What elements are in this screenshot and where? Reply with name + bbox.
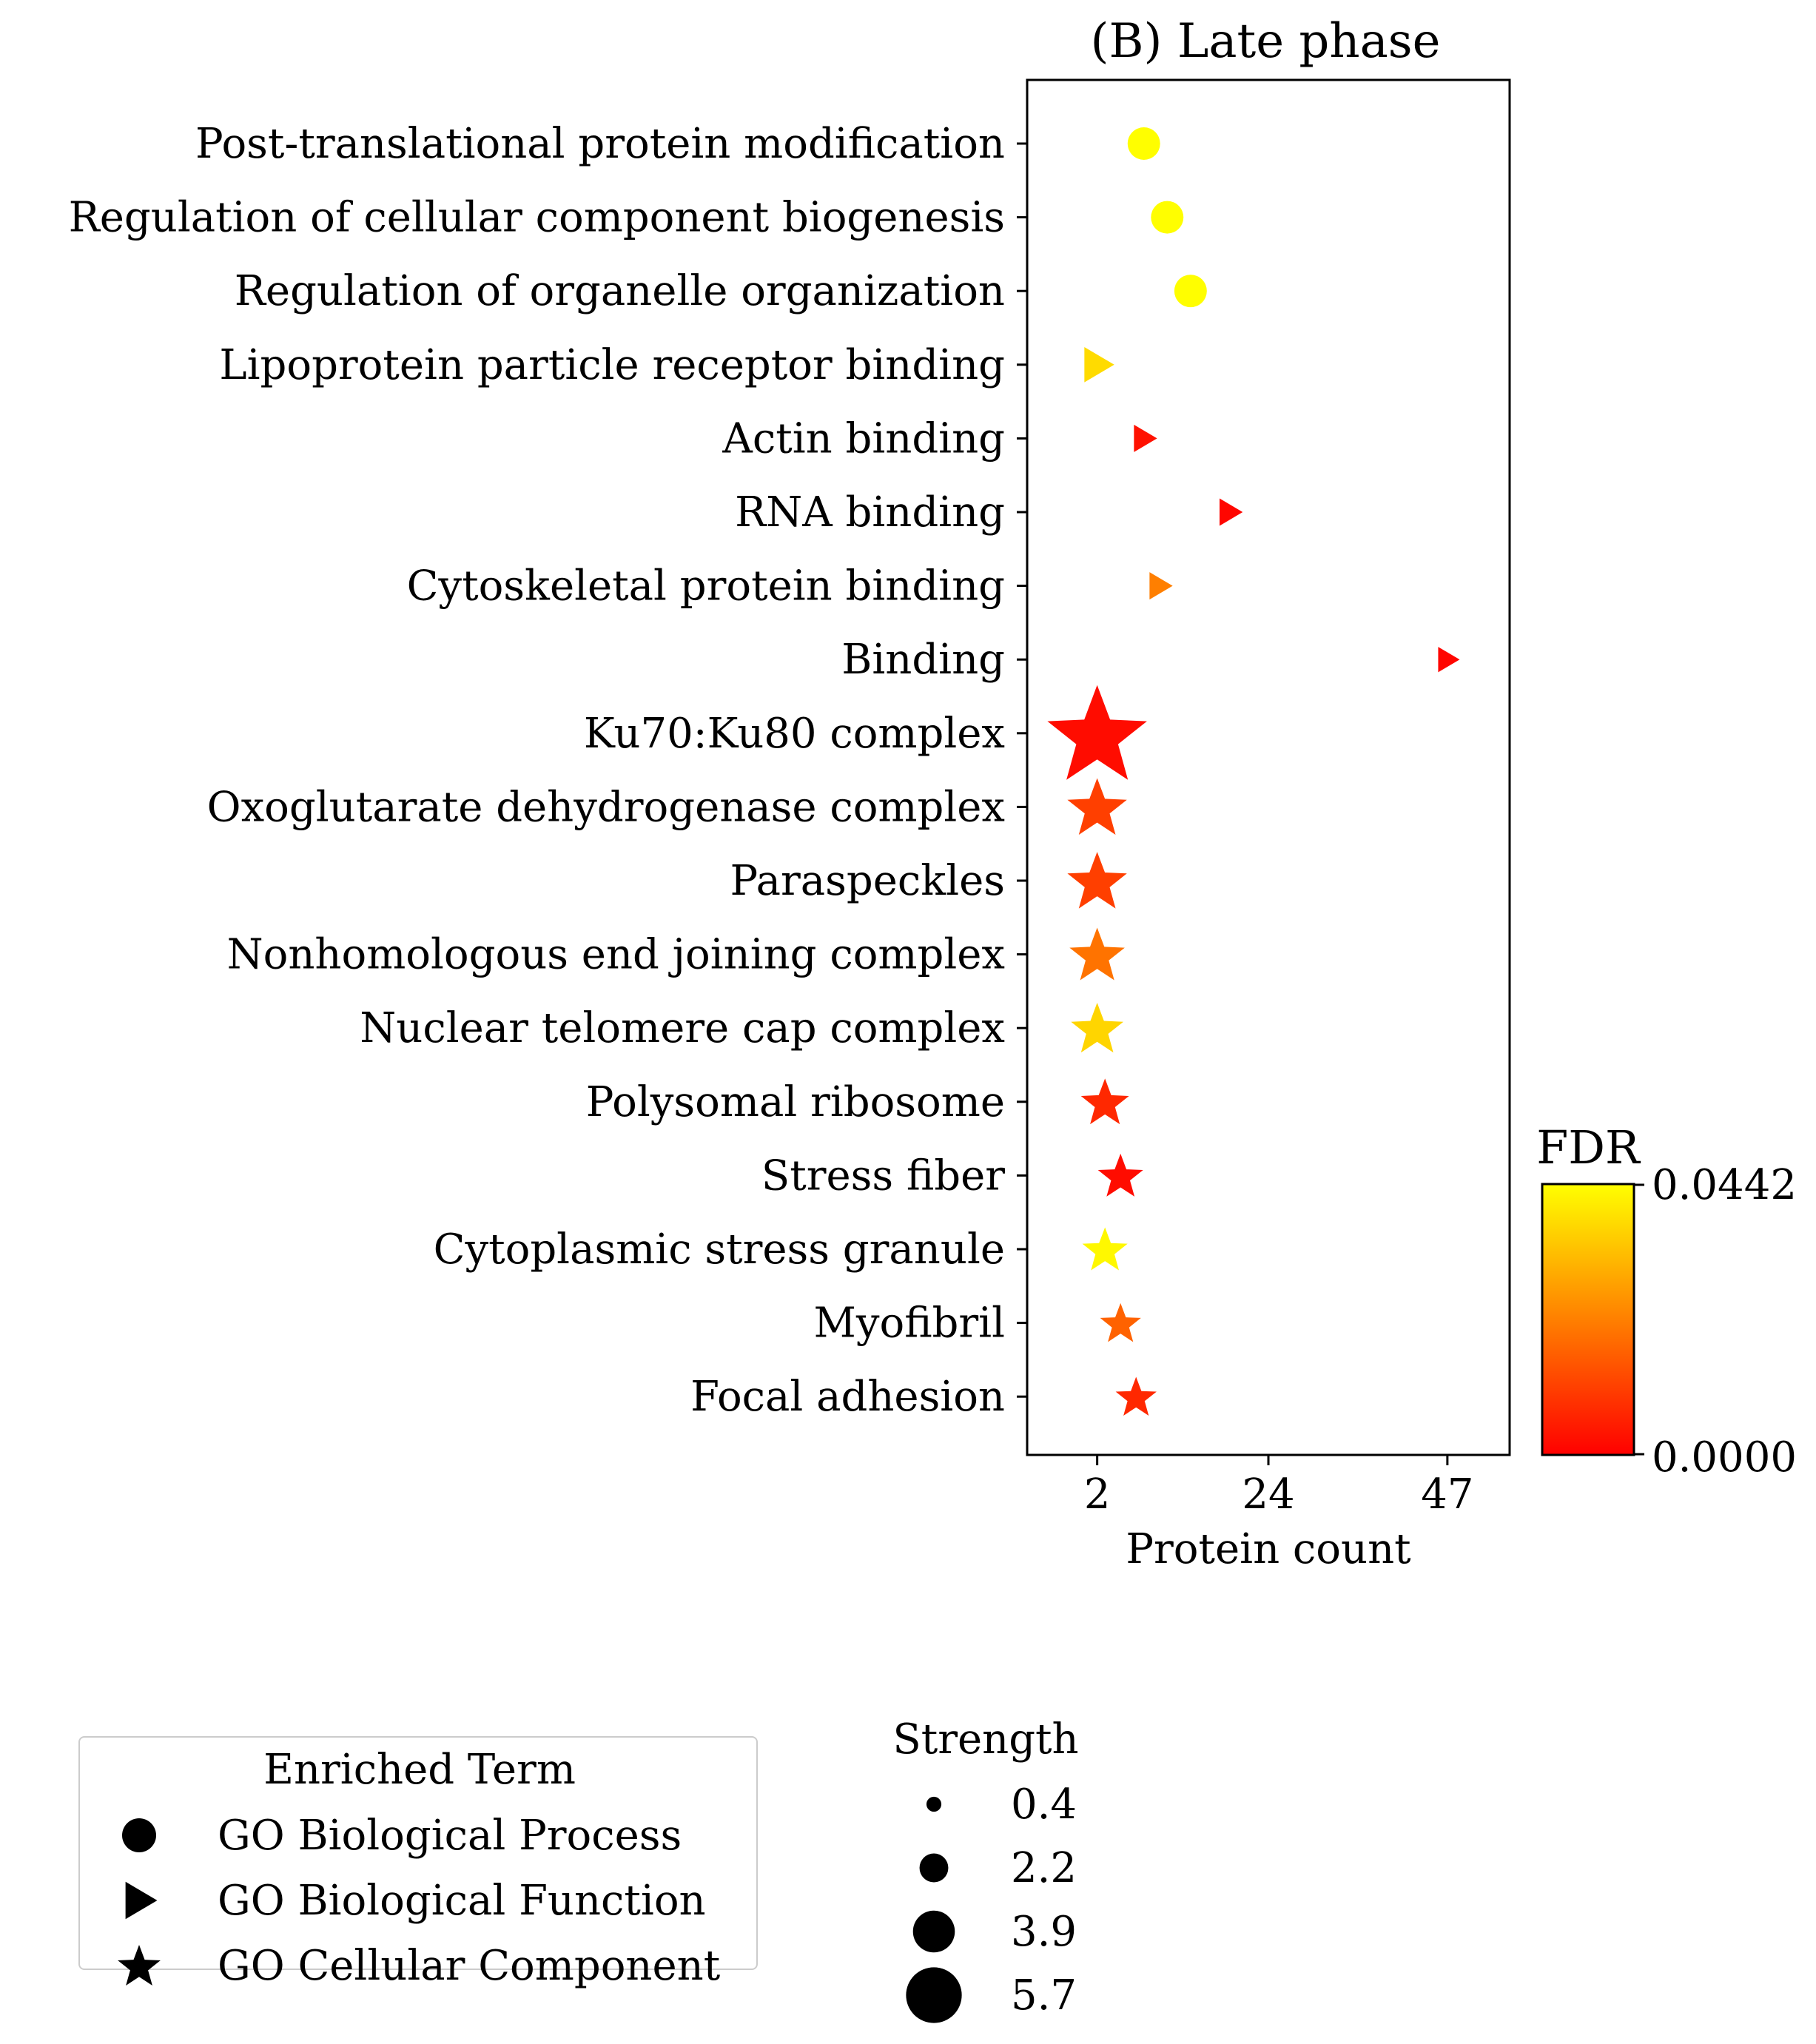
size-legend-title: Strength bbox=[892, 1715, 1078, 1764]
triangle-marker-icon bbox=[125, 1881, 158, 1920]
legend-frame bbox=[78, 1736, 758, 1970]
colorbar-max-label: 0.0442 bbox=[1652, 1161, 1797, 1209]
y-tick-label: Nuclear telomere cap complex bbox=[360, 1004, 1005, 1052]
colorbar-gradient bbox=[1541, 1183, 1635, 1456]
y-tick-label: Ku70:Ku80 complex bbox=[584, 710, 1005, 758]
y-tick-label: Polysomal ribosome bbox=[586, 1078, 1005, 1126]
y-tick-label: Myofibril bbox=[814, 1300, 1005, 1348]
data-marks bbox=[1047, 127, 1460, 1416]
y-tick-label: Cytoplasmic stress granule bbox=[434, 1226, 1005, 1274]
star-marker-icon bbox=[118, 1945, 161, 1986]
marker-bf-6 bbox=[1149, 572, 1173, 600]
legend-label-bp: GO Biological Process bbox=[218, 1812, 682, 1860]
size-legend-label: 5.7 bbox=[1011, 1971, 1077, 2020]
y-tick-label: Nonhomologous end joining complex bbox=[227, 931, 1005, 979]
y-tick-label: Cytoskeletal protein binding bbox=[407, 562, 1005, 611]
marker-cc-15 bbox=[1082, 1227, 1128, 1271]
legend-title: Enriched Term bbox=[263, 1746, 576, 1794]
x-tick-label: 2 bbox=[1084, 1470, 1111, 1519]
x-axis-label: Protein count bbox=[1126, 1525, 1411, 1573]
size-legend: Strength 0.4 2.2 3.9 5.7 bbox=[892, 1715, 1079, 2023]
marker-cc-17 bbox=[1115, 1376, 1157, 1416]
y-tick-label: Stress fiber bbox=[761, 1152, 1005, 1200]
size-legend-circle-icon bbox=[912, 1910, 955, 1953]
marker-cc-13 bbox=[1080, 1078, 1129, 1125]
colorbar-title: FDR bbox=[1536, 1120, 1641, 1174]
size-legend-circle-icon bbox=[906, 1967, 962, 2023]
y-tick-label: Paraspeckles bbox=[730, 857, 1005, 905]
legend-label-bf: GO Biological Function bbox=[218, 1877, 706, 1925]
size-legend-circle-icon bbox=[919, 1853, 949, 1883]
size-legend-circle-icon bbox=[926, 1796, 942, 1812]
marker-cc-10 bbox=[1067, 852, 1127, 909]
size-legend-label: 0.4 bbox=[1011, 1781, 1077, 1829]
colorbar-min-label: 0.0000 bbox=[1652, 1433, 1797, 1482]
marker-bp-1 bbox=[1151, 201, 1184, 234]
marker-bf-5 bbox=[1220, 498, 1243, 526]
marker-cc-14 bbox=[1097, 1153, 1143, 1197]
marker-bp-2 bbox=[1174, 275, 1207, 308]
x-axis: 2 24 47 bbox=[1084, 1455, 1474, 1519]
y-tick-label: Regulation of organelle organization bbox=[235, 267, 1005, 315]
marker-bf-3 bbox=[1084, 346, 1114, 383]
y-tick-label: RNA binding bbox=[735, 488, 1005, 537]
y-tick-label: Focal adhesion bbox=[690, 1373, 1005, 1421]
y-tick-label: Lipoprotein particle receptor binding bbox=[219, 341, 1005, 389]
y-tick-label: Actin binding bbox=[722, 414, 1005, 463]
marker-bf-4 bbox=[1134, 424, 1157, 452]
circle-marker-icon bbox=[122, 1818, 156, 1852]
marker-bp-0 bbox=[1127, 127, 1160, 160]
y-axis: Post-translational protein modification R… bbox=[69, 120, 1027, 1421]
chart-title: (B) Late phase bbox=[1091, 14, 1441, 69]
colorbar: FDR 0.0442 0.0000 bbox=[1536, 1120, 1797, 1482]
y-tick-label: Binding bbox=[841, 636, 1005, 684]
size-legend-label: 2.2 bbox=[1011, 1844, 1077, 1892]
x-tick-label: 24 bbox=[1242, 1470, 1294, 1519]
y-tick-label: Regulation of cellular component biogene… bbox=[69, 194, 1005, 242]
marker-cc-12 bbox=[1071, 1003, 1123, 1053]
size-legend-label: 3.9 bbox=[1011, 1908, 1077, 1956]
legend-label-cc: GO Cellular Component bbox=[218, 1942, 721, 1990]
marker-cc-9 bbox=[1067, 778, 1127, 835]
marker-cc-16 bbox=[1100, 1302, 1141, 1342]
y-tick-label: Oxoglutarate dehydrogenase complex bbox=[207, 783, 1005, 831]
marker-cc-11 bbox=[1069, 927, 1125, 981]
y-tick-label: Post-translational protein modification bbox=[195, 120, 1005, 168]
x-tick-label: 47 bbox=[1421, 1470, 1473, 1519]
marker-bf-7 bbox=[1438, 647, 1460, 673]
marker-cc-8 bbox=[1047, 685, 1147, 780]
